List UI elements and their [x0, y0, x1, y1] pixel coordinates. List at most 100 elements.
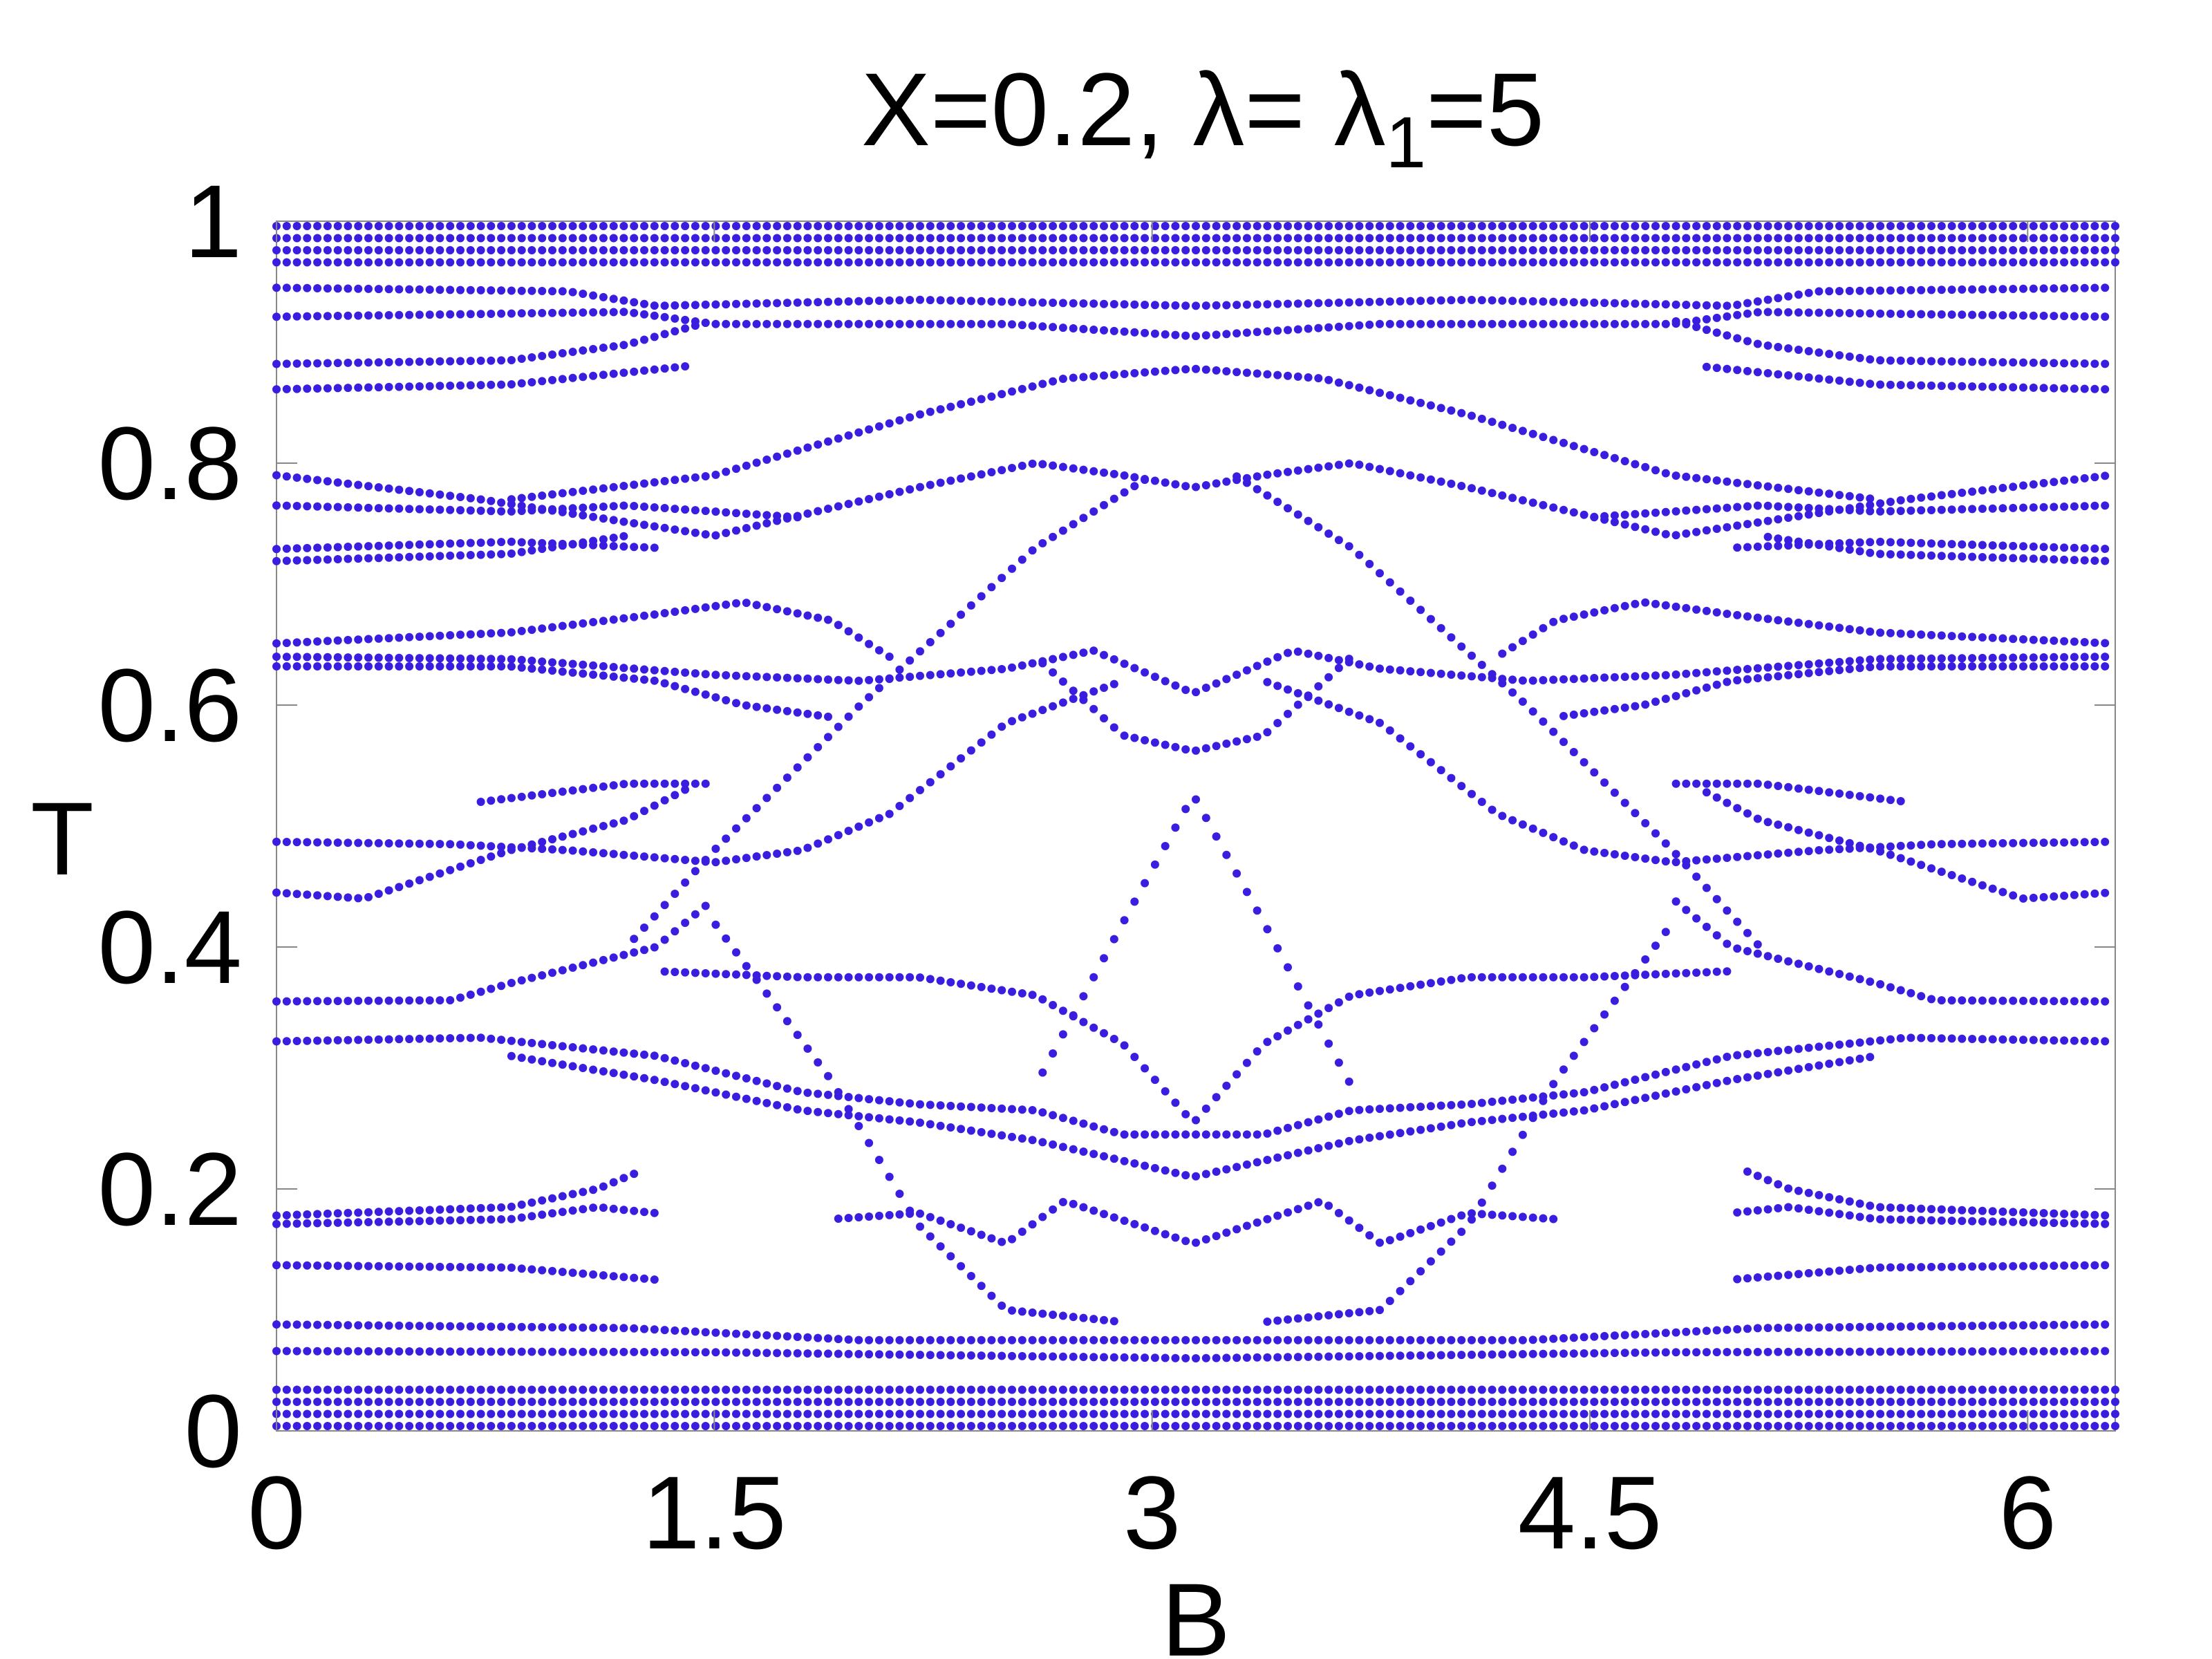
data-point: [446, 285, 455, 294]
data-point: [1958, 357, 1967, 366]
data-point: [1947, 258, 1956, 267]
data-point: [1712, 476, 1721, 485]
data-point: [405, 382, 414, 391]
data-point: [671, 1348, 679, 1357]
data-point: [1692, 527, 1701, 536]
data-point: [752, 1349, 761, 1357]
data-point: [1651, 300, 1660, 308]
data-point: [1958, 488, 1967, 497]
data-point: [1906, 988, 1915, 997]
data-point: [987, 1409, 996, 1418]
data-point: [1743, 1348, 1752, 1356]
data-point: [854, 1094, 863, 1103]
data-point: [1232, 1225, 1241, 1234]
data-point: [1181, 365, 1190, 374]
data-point: [630, 1170, 639, 1179]
data-point: [1488, 1181, 1497, 1190]
data-point: [1947, 1322, 1956, 1331]
data-point: [1447, 319, 1456, 328]
data-point: [1201, 234, 1210, 243]
data-point: [1396, 297, 1405, 306]
data-point: [333, 1385, 342, 1394]
data-point: [1334, 460, 1343, 469]
data-point: [374, 634, 383, 643]
data-point: [2090, 246, 2099, 254]
data-point: [1886, 222, 1895, 230]
data-point: [1518, 676, 1527, 685]
data-point: [1906, 1215, 1915, 1224]
data-point: [497, 795, 506, 804]
data-point: [364, 1218, 373, 1226]
data-point: [2019, 1035, 2027, 1044]
data-point: [1906, 1263, 1915, 1272]
data-point: [497, 380, 506, 389]
data-point: [1610, 673, 1619, 682]
data-point: [1161, 1353, 1170, 1362]
data-point: [599, 503, 608, 511]
data-point: [630, 308, 639, 317]
data-point: [517, 1053, 526, 1062]
data-point: [579, 1044, 588, 1053]
data-point: [814, 440, 823, 449]
data-point: [1508, 494, 1517, 503]
data-point: [1212, 479, 1221, 488]
data-point: [2080, 1219, 2089, 1228]
data-point: [1998, 634, 2007, 643]
data-point: [1947, 1217, 1956, 1225]
data-point: [906, 1409, 915, 1418]
data-point: [1141, 476, 1150, 485]
data-point: [1692, 474, 1701, 482]
data-point: [1886, 1422, 1895, 1430]
data-point: [1958, 874, 1967, 883]
data-point: [957, 1335, 966, 1344]
data-point: [865, 297, 874, 306]
data-point: [1426, 1257, 1435, 1266]
data-point: [793, 973, 802, 982]
data-point: [916, 1398, 924, 1406]
data-point: [313, 1409, 322, 1418]
data-point: [1406, 667, 1415, 676]
data-point: [1712, 1326, 1721, 1335]
data-point: [1702, 788, 1711, 797]
data-point: [1314, 1115, 1323, 1124]
data-point: [854, 702, 863, 711]
data-point: [1120, 916, 1129, 925]
data-point: [374, 1035, 383, 1044]
data-point: [1753, 518, 1762, 527]
data-point: [476, 506, 485, 515]
data-point: [1457, 258, 1466, 267]
data-point: [435, 1409, 444, 1418]
data-point: [1468, 411, 1476, 420]
data-point: [824, 1109, 832, 1118]
data-point: [824, 1385, 832, 1394]
data-point: [1273, 1126, 1282, 1135]
data-point: [1998, 258, 2007, 267]
data-point: [1937, 1409, 1946, 1418]
data-point: [946, 402, 955, 411]
data-point: [1569, 1349, 1578, 1358]
data-point: [742, 461, 751, 470]
data-point: [507, 549, 516, 558]
data-point: [1569, 1409, 1578, 1418]
data-point: [681, 779, 690, 788]
data-point: [1232, 1385, 1241, 1394]
data-point: [1845, 246, 1854, 254]
data-point: [1998, 504, 2007, 513]
data-point: [405, 1322, 414, 1330]
data-point: [1866, 548, 1875, 557]
data-point: [1518, 427, 1527, 435]
data-point: [1661, 928, 1670, 937]
data-point: [548, 1041, 556, 1049]
data-point: [303, 502, 312, 511]
data-point: [916, 1100, 924, 1109]
data-point: [1324, 1311, 1333, 1320]
data-point: [1436, 1398, 1445, 1406]
data-point: [1569, 258, 1578, 267]
data-point: [1304, 1398, 1313, 1406]
data-point: [1723, 1076, 1732, 1085]
data-point: [415, 1206, 424, 1215]
data-point: [1559, 438, 1568, 447]
data-point: [1988, 553, 1997, 562]
data-point: [487, 662, 496, 671]
data-point: [1866, 977, 1875, 986]
